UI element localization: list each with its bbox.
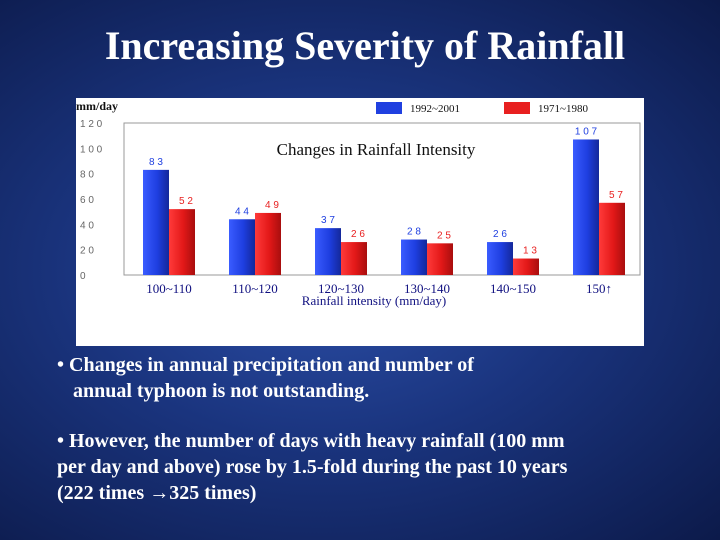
y-axis-label: mm/day [76,99,118,113]
plot-frame [123,122,641,276]
chart-panel: mm/day Rainfall intensity (mm/day) 0 2 0 4… [76,98,644,346]
bar-value-label: 2 6 [493,229,507,240]
ylabel-box [76,98,160,114]
bar-value-label: 3 7 [321,215,335,226]
slide-title: Increasing Severity of Rainfall [104,23,626,68]
bar-value-label: 4 4 [235,206,249,217]
bar-series1-0 [143,169,169,275]
bar-value-label: 2 6 [351,229,365,240]
legend-label: 1992~2001 [410,103,460,115]
bar-value-label: 8 3 [149,157,163,168]
x-tick-label: 100~110 [146,281,192,296]
bar-series2-0 [169,209,195,275]
legend-swatch [504,102,530,114]
legend-swatch [376,102,402,114]
bar-series1-1 [229,219,255,275]
y-tick-label: 2 0 [80,246,94,257]
bullet-precipitation: • Changes in annual precipitation and nu… [57,352,657,404]
chart-title: Changes in Rainfall Intensity [277,140,476,159]
bar-value-label: 4 9 [265,200,279,211]
bullet-precipitation-line2: annual typhoon is not outstanding. [73,380,370,402]
bar-series1-5 [573,139,599,275]
x-tick-label: 130~140 [404,281,450,296]
chart-title-bg [270,138,482,161]
bar-series2-3 [427,243,453,275]
x-tick-label: 150↑ [586,281,612,296]
legend: 1992~2001 1971~1980 [376,102,588,115]
plot-area: 0 2 0 4 0 6 0 8 0 1 0 0 1 2 0 8 3 4 4 3 7 2 8 2 6 1 … [80,119,641,296]
bar-series1-4 [487,242,513,275]
bar-series2-5 [599,202,625,275]
y-tick-label: 6 0 [80,195,94,206]
bar-value-label: 5 7 [609,190,623,201]
x-tick-label: 120~130 [318,281,364,296]
bullet-precipitation-line1: • Changes in annual precipitation and nu… [57,354,474,376]
legend-label: 1971~1980 [538,103,588,115]
bar-series1-2 [315,228,341,275]
bar-value-label: 1 0 7 [575,126,598,137]
y-tick-label: 0 [80,271,86,282]
y-tick-label: 1 0 0 [80,144,103,155]
y-tick-label: 1 2 0 [80,119,103,130]
bar-value-label: 1 3 [523,246,537,257]
bullet-heavy-rainfall-line3: (222 times →325 times) [57,482,257,504]
x-tick-label: 140~150 [490,281,536,296]
bar-series2-2 [341,242,367,275]
x-tick-label: 110~120 [232,281,278,296]
bullet-heavy-rainfall: • However, the number of days with heavy… [57,428,697,506]
x-axis-label: Rainfall intensity (mm/day) [302,293,446,308]
bullet-heavy-rainfall-line2: per day and above) rose by 1.5-fold duri… [57,456,568,478]
bar-series1-3 [401,239,427,275]
y-tick-label: 8 0 [80,170,94,181]
bullet-heavy-rainfall-line1: • However, the number of days with heavy… [57,430,565,452]
bar-series2-1 [255,212,281,275]
bar-value-label: 2 8 [407,227,421,238]
bar-value-label: 2 5 [437,230,451,241]
bar-value-label: 5 2 [179,196,193,207]
rainfall-intensity-chart: mm/day Rainfall intensity (mm/day) 0 2 0 4… [76,98,641,308]
y-tick-label: 4 0 [80,220,94,231]
bar-series2-4 [513,258,539,275]
